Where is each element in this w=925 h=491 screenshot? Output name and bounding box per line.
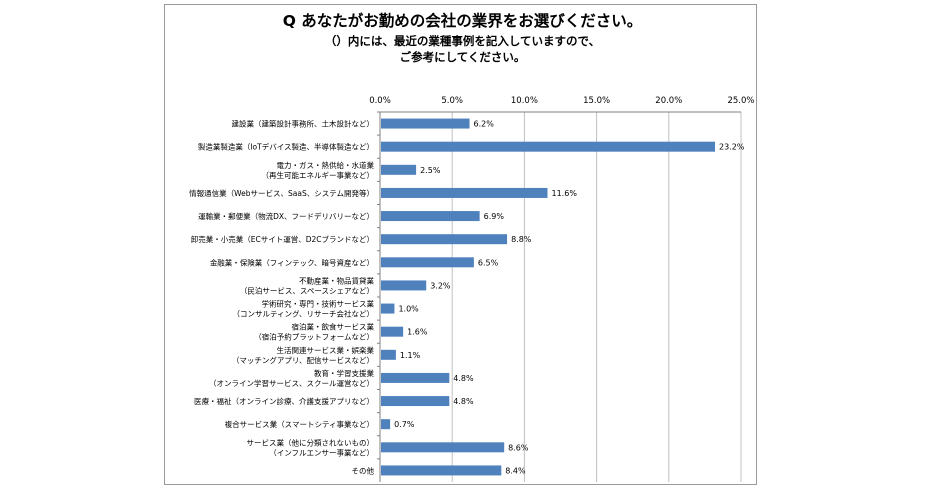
category-label: 情報通信業（Webサービス、SaaS、システム開発等） [189, 188, 374, 198]
bar-value-label: 6.9% [484, 212, 505, 221]
category-label: 宿泊業・飲食サービス業 [292, 322, 375, 332]
bar [381, 257, 474, 268]
bar [381, 118, 470, 129]
category-label: 生活関連サービス業・娯楽業 [277, 345, 375, 355]
bar-value-label: 2.5% [420, 166, 441, 175]
chart-frame [164, 4, 757, 485]
bar [381, 396, 450, 407]
bar [381, 234, 508, 245]
category-label: その他 [352, 465, 375, 475]
bar [381, 349, 396, 360]
bar-value-label: 4.8% [453, 374, 474, 383]
category-label: 建設業（建築設計事務所、土木設計など） [232, 119, 375, 129]
bar-value-label: 4.8% [453, 397, 474, 406]
x-tick-label: 15.0% [583, 96, 610, 106]
category-label: 不動産業・物品賃貸業 [299, 275, 374, 285]
bar [381, 303, 395, 314]
category-label: （コンサルティング、リサーチ会社など） [232, 309, 374, 319]
category-label: 医療・福祉（オンライン診療、介護支援アプリなど） [194, 396, 374, 406]
bar-value-label: 1.0% [398, 305, 419, 314]
category-label: （再生可能エネルギー事業など） [262, 170, 375, 180]
bar-value-label: 1.6% [407, 328, 428, 337]
category-label: 金融業・保険業（フィンテック、暗号資産など） [210, 257, 374, 267]
x-tick-label: 0.0% [369, 96, 391, 106]
bar-value-label: 3.2% [430, 281, 451, 290]
bar-value-label: 1.1% [400, 351, 421, 360]
bar [381, 280, 427, 291]
bar-value-label: 0.7% [394, 420, 415, 429]
chart-title: Q あなたがお勤めの会社の業界をお選びください。 [282, 12, 643, 30]
bar [381, 419, 391, 430]
x-tick-label: 5.0% [441, 96, 463, 106]
chart-subtitle-line1: （）内には、最近の業種事例を記入していますので、 [324, 34, 601, 48]
bar-value-label: 6.2% [474, 120, 495, 129]
category-label: 複合サービス業（スマートシティ事業など） [225, 419, 374, 429]
category-label: 教育・学習支援業 [314, 368, 374, 378]
category-label: 運輸業・郵便業（物流DX、フードデリバリーなど） [198, 211, 374, 221]
bar [381, 211, 480, 222]
category-label: （民泊サービス、スペースシェアなど） [240, 285, 374, 295]
bar-value-label: 8.8% [511, 235, 532, 244]
bar-value-label: 8.6% [508, 443, 529, 452]
category-label: 製造業製造業（IoTデバイス製造、半導体製造など） [198, 142, 374, 152]
bar [381, 372, 450, 383]
bar-value-label: 23.2% [719, 143, 745, 152]
chart-subtitle-line2: ご参考にしてください。 [399, 50, 526, 64]
bar [381, 326, 404, 337]
category-label: （インフルエンサー事業など） [269, 447, 374, 457]
bar-value-label: 6.5% [478, 258, 499, 267]
bar [381, 164, 417, 175]
bar [381, 465, 502, 476]
bar [381, 442, 505, 453]
bar [381, 141, 716, 152]
bar [381, 187, 548, 198]
category-label: 電力・ガス・熱供給・水道業 [277, 160, 375, 170]
x-tick-label: 25.0% [727, 96, 754, 106]
bar-value-label: 8.4% [505, 466, 526, 475]
category-label: 卸売業・小売業（ECサイト運営、D2Cブランドなど） [191, 234, 374, 244]
category-label: （マッチングアプリ、配信サービスなど） [232, 355, 374, 365]
x-tick-label: 10.0% [511, 96, 538, 106]
bar-value-label: 11.6% [552, 189, 578, 198]
category-label: サービス業（他に分類されないもの） [247, 437, 375, 447]
x-tick-label: 20.0% [655, 96, 682, 106]
category-label: 学術研究・専門・技術サービス業 [262, 299, 375, 309]
category-label: （宿泊予約プラットフォームなど） [254, 332, 374, 342]
category-label: （オンライン学習サービス、スクール運営など） [209, 378, 374, 388]
